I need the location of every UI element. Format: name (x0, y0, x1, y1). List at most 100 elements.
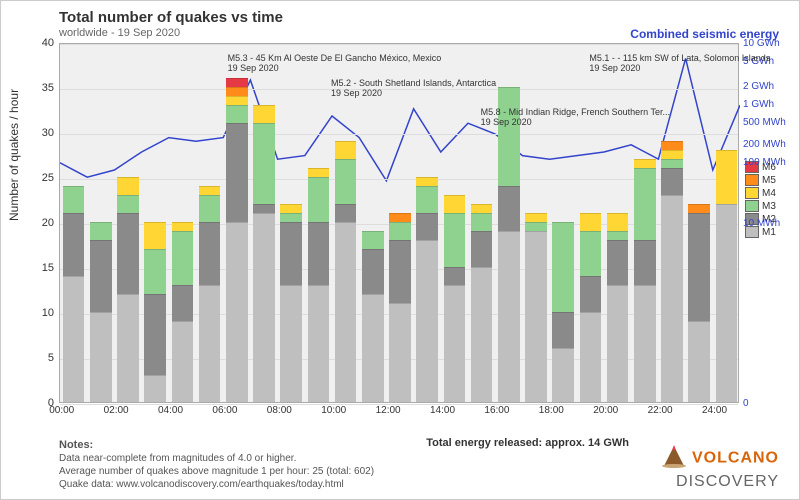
volcano-icon (660, 444, 688, 473)
bar-hour (280, 42, 302, 402)
bar-segment-M1 (362, 294, 384, 402)
bar-segment-M2 (144, 294, 166, 375)
bar-segment-M5 (389, 213, 411, 222)
annotation-date: 19 Sep 2020 (228, 64, 442, 74)
bar-segment-M4 (172, 222, 194, 231)
bar-segment-M2 (552, 312, 574, 348)
chart-container: Total number of quakes vs time worldwide… (0, 0, 800, 500)
legend-item: M4 (745, 187, 777, 199)
bar-segment-M4 (253, 105, 275, 123)
bar-segment-M2 (280, 222, 302, 285)
bar-segment-M3 (308, 177, 330, 222)
notes-line: Average number of quakes above magnitude… (59, 465, 374, 478)
bar-segment-M4 (580, 213, 602, 231)
annotation: M5.3 - 45 Km Al Oeste De El Gancho Méxic… (228, 54, 442, 74)
bar-segment-M3 (362, 231, 384, 249)
bar-segment-M1 (416, 240, 438, 402)
bar-segment-M4 (634, 159, 656, 168)
bar-segment-M3 (226, 105, 248, 123)
x-tick-label: 06:00 (212, 405, 237, 416)
y2-tick-label: 500 MWh (743, 117, 786, 128)
bar-segment-M2 (199, 222, 221, 285)
bar-hour (634, 42, 656, 402)
bar-segment-M1 (389, 303, 411, 402)
bar-segment-M4 (471, 204, 493, 213)
bar-segment-M3 (634, 168, 656, 240)
bar-segment-M3 (117, 195, 139, 213)
bar-segment-M3 (90, 222, 112, 240)
bar-segment-M4 (607, 213, 629, 231)
bar-segment-M4 (117, 177, 139, 195)
bar-segment-M1 (688, 321, 710, 402)
bar-hour (552, 42, 574, 402)
legend-item: M3 (745, 200, 777, 212)
y-tick-label: 10 (14, 307, 54, 319)
bar-segment-M1 (335, 222, 357, 402)
bar-segment-M4 (226, 96, 248, 105)
y-tick-label: 30 (14, 127, 54, 139)
bar-segment-M4 (416, 177, 438, 186)
x-tick-label: 02:00 (104, 405, 129, 416)
bar-hour (525, 42, 547, 402)
x-tick-label: 24:00 (702, 405, 727, 416)
bar-segment-M1 (144, 375, 166, 402)
y-tick-label: 20 (14, 217, 54, 229)
bar-hour (253, 42, 275, 402)
total-energy-label: Total energy released: approx. 14 GWh (426, 437, 629, 449)
legend-label: M3 (762, 201, 776, 212)
bar-segment-M2 (661, 168, 683, 195)
bar-segment-M5 (661, 141, 683, 150)
bar-hour (607, 42, 629, 402)
bar-segment-M1 (253, 213, 275, 402)
bar-segment-M1 (552, 348, 574, 402)
bar-segment-M1 (444, 285, 466, 402)
bar-hour (172, 42, 194, 402)
bar-segment-M3 (661, 159, 683, 168)
bar-segment-M2 (416, 213, 438, 240)
bar-segment-M3 (498, 87, 520, 186)
bar-segment-M1 (525, 231, 547, 402)
bar-segment-M2 (253, 204, 275, 213)
bar-segment-M3 (525, 222, 547, 231)
y2-tick-label: 2 GWh (743, 81, 774, 92)
bar-segment-M2 (471, 231, 493, 267)
bar-segment-M3 (471, 213, 493, 231)
y-tick-label: 15 (14, 262, 54, 274)
notes-heading: Notes: (59, 438, 374, 452)
bar-segment-M2 (90, 240, 112, 312)
annotation-date: 19 Sep 2020 (331, 89, 496, 99)
bar-hour (498, 42, 520, 402)
bar-segment-M4 (661, 150, 683, 159)
chart-title: Total number of quakes vs time (59, 9, 283, 26)
bar-segment-M1 (199, 285, 221, 402)
y2-tick-label: 10 MWh (743, 218, 780, 229)
bar-hour (226, 42, 248, 402)
bar-segment-M3 (144, 249, 166, 294)
x-tick-label: 20:00 (593, 405, 618, 416)
bar-hour (308, 42, 330, 402)
bar-segment-M6 (226, 78, 248, 87)
bar-segment-M3 (63, 186, 85, 213)
bar-segment-M3 (580, 231, 602, 276)
bar-hour (63, 42, 85, 402)
bar-segment-M3 (335, 159, 357, 204)
bar-segment-M1 (226, 222, 248, 402)
bar-segment-M3 (416, 186, 438, 213)
bar-segment-M3 (280, 213, 302, 222)
annotation: M5.2 - South Shetland Islands, Antarctic… (331, 79, 496, 99)
bar-segment-M2 (498, 186, 520, 231)
legend-item: M5 (745, 174, 777, 186)
bar-segment-M2 (226, 123, 248, 222)
bar-segment-M2 (117, 213, 139, 294)
legend-swatch (745, 200, 759, 212)
bar-segment-M3 (607, 231, 629, 240)
bar-segment-M2 (688, 213, 710, 321)
x-tick-label: 10:00 (321, 405, 346, 416)
bar-segment-M1 (471, 267, 493, 402)
bar-segment-M4 (525, 213, 547, 222)
bar-segment-M4 (308, 168, 330, 177)
legend-label: M4 (762, 188, 776, 199)
logo: VOLCANO DISCOVERY (660, 444, 779, 491)
y-tick-label: 5 (14, 352, 54, 364)
y-tick-label: 35 (14, 82, 54, 94)
